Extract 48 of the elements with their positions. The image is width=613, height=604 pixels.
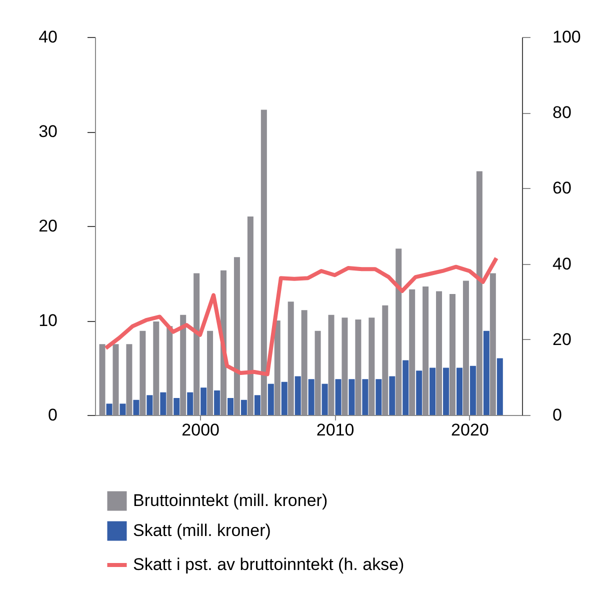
legend-label: Skatt (mill. kroner) bbox=[133, 521, 271, 540]
bar bbox=[133, 400, 140, 415]
y-tick-label: 40 bbox=[38, 28, 58, 46]
y2-tick-label: 0 bbox=[552, 406, 562, 424]
bar bbox=[268, 384, 274, 415]
bar bbox=[335, 379, 342, 415]
legend-label: Bruttoinntekt (mill. kroner) bbox=[133, 491, 328, 510]
y2-tick-label: 20 bbox=[552, 330, 572, 349]
y2-tick-label: 60 bbox=[552, 178, 572, 198]
bar bbox=[456, 368, 462, 415]
bar bbox=[200, 388, 207, 415]
y-tick-label: 30 bbox=[38, 122, 58, 141]
bar bbox=[416, 370, 422, 415]
y2-tick-label: 80 bbox=[552, 103, 572, 122]
bar bbox=[146, 395, 153, 415]
bar bbox=[214, 390, 220, 415]
bar bbox=[160, 392, 166, 415]
x-tick-label: 2000 bbox=[182, 420, 220, 440]
bar bbox=[496, 358, 503, 415]
y-tick-label: 10 bbox=[38, 311, 58, 330]
bar bbox=[389, 376, 396, 415]
bar bbox=[402, 360, 409, 415]
bar bbox=[106, 404, 112, 415]
x-tick-label: 2010 bbox=[316, 420, 354, 440]
bar bbox=[240, 400, 247, 415]
bar bbox=[254, 395, 260, 415]
y-tick-label: 20 bbox=[38, 216, 58, 236]
bar bbox=[483, 330, 490, 415]
bar bbox=[362, 379, 368, 415]
y2-tick-label: 40 bbox=[552, 254, 572, 274]
legend-label: Skatt i pst. av bruttoinntekt (h. akse) bbox=[133, 555, 404, 574]
bar bbox=[174, 398, 180, 415]
bar bbox=[322, 384, 328, 415]
bar bbox=[120, 404, 126, 415]
bar bbox=[430, 368, 436, 415]
bar bbox=[308, 379, 314, 415]
bar bbox=[187, 392, 194, 415]
y-tick-label: 0 bbox=[48, 406, 58, 424]
bar bbox=[294, 376, 301, 415]
bar bbox=[470, 366, 476, 415]
bar bbox=[443, 368, 450, 415]
line-series bbox=[104, 256, 498, 376]
y2-tick-label: 100 bbox=[552, 28, 581, 46]
x-tick-label: 2020 bbox=[451, 420, 489, 440]
bar bbox=[348, 379, 355, 415]
bar bbox=[228, 398, 234, 415]
bar bbox=[281, 382, 288, 415]
bar bbox=[376, 379, 382, 415]
